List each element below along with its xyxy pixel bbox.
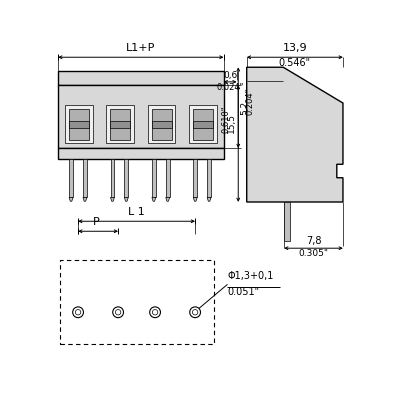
Text: 0.204": 0.204" (246, 88, 255, 115)
Text: 0.024": 0.024" (216, 83, 244, 92)
Text: L 1: L 1 (128, 207, 145, 218)
Bar (111, 159, 115, 197)
Text: P: P (93, 218, 100, 228)
Bar (60, 260, 214, 344)
Bar (110, 121, 130, 128)
Text: 0.610": 0.610" (222, 106, 231, 133)
Bar (69, 121, 89, 128)
Circle shape (113, 307, 124, 318)
Bar (58, 85, 224, 148)
Polygon shape (69, 197, 73, 201)
Circle shape (192, 310, 198, 315)
Bar (106, 105, 134, 144)
Bar (193, 159, 197, 197)
Polygon shape (83, 197, 87, 201)
Bar (284, 202, 290, 240)
Text: 13,9: 13,9 (282, 43, 307, 53)
Bar (58, 71, 224, 85)
Text: 0.546": 0.546" (279, 58, 311, 68)
Polygon shape (152, 197, 156, 201)
Text: L1+P: L1+P (126, 43, 156, 53)
Circle shape (152, 310, 158, 315)
Polygon shape (166, 197, 169, 201)
Polygon shape (207, 197, 211, 201)
Bar (69, 109, 89, 140)
Bar (152, 159, 156, 197)
Text: Φ1,3+0,1: Φ1,3+0,1 (228, 271, 274, 281)
Bar (166, 159, 169, 197)
Text: 0.305": 0.305" (299, 249, 329, 258)
Polygon shape (124, 197, 128, 201)
Text: 5,2: 5,2 (241, 101, 250, 115)
Bar (69, 159, 73, 197)
Bar (83, 159, 87, 197)
Bar (193, 121, 213, 128)
Bar (189, 105, 217, 144)
Circle shape (115, 310, 121, 315)
Circle shape (73, 307, 83, 318)
Text: 0.051": 0.051" (228, 288, 260, 298)
Bar (65, 105, 92, 144)
Bar (193, 109, 213, 140)
Bar (58, 148, 224, 159)
Bar (110, 109, 130, 140)
Polygon shape (247, 67, 343, 202)
Bar (124, 159, 128, 197)
Polygon shape (193, 197, 197, 201)
Text: 0,6: 0,6 (223, 70, 237, 80)
Circle shape (190, 307, 201, 318)
Bar (152, 109, 171, 140)
Circle shape (75, 310, 81, 315)
Bar (152, 121, 171, 128)
Polygon shape (111, 197, 115, 201)
Text: 7,8: 7,8 (306, 236, 321, 246)
Text: 15,5: 15,5 (227, 113, 236, 133)
Bar (207, 159, 211, 197)
Circle shape (150, 307, 160, 318)
Bar (148, 105, 175, 144)
